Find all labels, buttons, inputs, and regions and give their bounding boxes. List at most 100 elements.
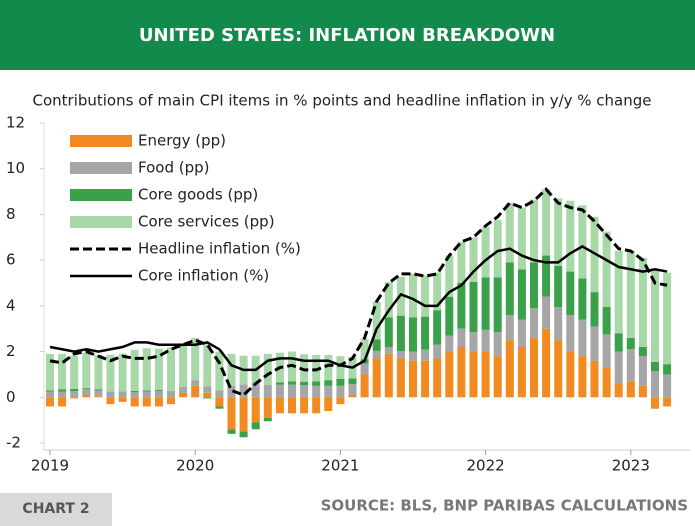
source: SOURCE: BLS, BNP PARIBAS CALCULATIONS — [321, 497, 688, 515]
bar — [384, 353, 393, 398]
bar — [638, 385, 647, 398]
bar — [626, 337, 635, 350]
bar — [651, 371, 659, 398]
bar — [445, 335, 454, 352]
legend-label: Headline inflation (%) — [138, 240, 301, 258]
bar — [215, 351, 224, 391]
bar — [239, 431, 248, 438]
bar — [530, 199, 538, 263]
bar — [469, 332, 478, 352]
bar — [409, 351, 417, 361]
bar — [517, 347, 526, 398]
bar — [251, 383, 260, 398]
bar — [663, 397, 672, 407]
bar — [457, 328, 466, 347]
bar — [118, 397, 127, 402]
bar — [542, 255, 551, 297]
bar — [106, 397, 115, 405]
bar — [360, 338, 369, 360]
bar — [614, 251, 623, 334]
legend-swatch — [70, 189, 132, 201]
bar — [542, 189, 551, 256]
bar — [517, 269, 526, 320]
bar — [118, 353, 127, 392]
bar — [82, 389, 91, 395]
bar — [70, 355, 79, 389]
bar — [336, 379, 345, 386]
y-tick-label: 6 — [6, 251, 16, 269]
chart-label-box — [0, 493, 112, 526]
bar — [651, 361, 659, 371]
bar — [312, 355, 321, 382]
bar — [481, 227, 490, 278]
bar — [445, 296, 454, 336]
bar — [421, 360, 430, 398]
bar — [602, 367, 611, 398]
bar — [130, 349, 139, 391]
bar — [590, 326, 599, 361]
bar — [348, 395, 357, 398]
bar — [457, 241, 466, 283]
bar — [651, 397, 659, 409]
bar — [638, 347, 647, 357]
bar — [372, 301, 381, 340]
y-tick-label: 12 — [6, 114, 25, 132]
bar — [566, 271, 575, 315]
bar — [300, 354, 309, 382]
bar — [227, 397, 236, 430]
bar — [215, 406, 224, 409]
bar — [142, 348, 151, 391]
chart-title: UNITED STATES: INFLATION BREAKDOWN — [139, 25, 555, 46]
bar — [493, 220, 502, 278]
bar — [191, 385, 200, 398]
bar — [505, 203, 514, 263]
line — [49, 244, 668, 372]
bar — [82, 352, 91, 389]
bar — [384, 281, 393, 318]
bar — [142, 390, 151, 392]
bar — [300, 385, 309, 398]
bar — [46, 397, 54, 407]
bar — [324, 397, 333, 411]
bar — [530, 308, 538, 338]
bar — [46, 391, 54, 398]
bar — [626, 381, 635, 398]
legend-label: Core services (pp) — [138, 213, 275, 231]
bar — [578, 319, 587, 357]
bar — [481, 277, 490, 330]
bar — [106, 354, 115, 392]
bar — [239, 384, 248, 398]
bar — [106, 391, 115, 398]
bar — [554, 198, 563, 266]
bar — [409, 273, 417, 318]
bar — [288, 384, 296, 398]
bar — [433, 310, 442, 345]
chart-label: CHART 2 — [22, 501, 89, 517]
bar — [288, 397, 296, 414]
bar — [505, 315, 514, 341]
bar — [154, 389, 163, 391]
x-tick-label: 2023 — [612, 457, 650, 475]
bar — [396, 358, 405, 398]
bar — [469, 281, 478, 333]
bar — [554, 340, 563, 398]
bar — [566, 200, 575, 272]
bar — [251, 397, 260, 423]
bar — [263, 353, 272, 385]
bar — [421, 349, 430, 361]
bar — [191, 380, 200, 386]
bar — [94, 355, 103, 390]
bar — [348, 384, 357, 395]
bar — [179, 387, 188, 393]
legend-label: Core inflation (%) — [138, 267, 269, 285]
bar — [167, 390, 175, 398]
bar — [312, 385, 321, 398]
x-tick-label: 2022 — [467, 457, 505, 475]
bar — [94, 389, 103, 391]
bar — [554, 265, 563, 307]
bar — [227, 385, 236, 398]
bar — [457, 347, 466, 398]
bar — [324, 355, 333, 381]
bar — [663, 374, 672, 398]
